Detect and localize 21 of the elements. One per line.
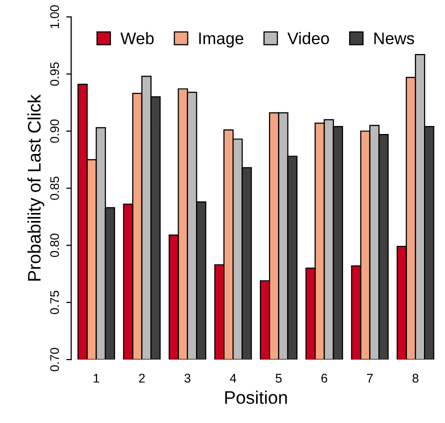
x-tick-label: 7 [367,374,373,382]
x-tick-label: 6 [321,374,328,383]
y-tick-label: 0.75 [50,290,60,314]
y-tick-label: 0.95 [50,62,60,86]
x-axis-title: Position [225,390,287,404]
legend-label: Image [199,32,244,48]
x-tick-label: 4 [230,374,236,382]
y-tick-label: 0.80 [50,234,60,258]
x-tick-label: 2 [139,374,145,382]
legend-label: News [374,32,414,44]
legend-label: Video [287,32,329,44]
legend-label: Web [120,32,154,44]
x-tick-label: 3 [184,374,190,383]
y-axis-title: Probability of Last Click [27,94,44,281]
y-tick-label: 0.85 [50,176,60,200]
y-tick-label: 0.70 [50,348,60,372]
x-tick-label: 5 [276,374,282,383]
x-tick-label: 8 [412,374,418,383]
x-tick-label: 1 [94,374,100,382]
y-tick-label: 1.00 [50,5,60,28]
y-tick-label: 0.90 [50,119,60,143]
